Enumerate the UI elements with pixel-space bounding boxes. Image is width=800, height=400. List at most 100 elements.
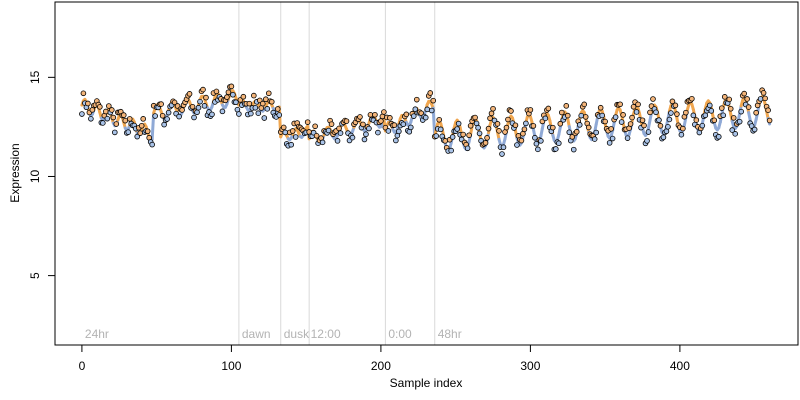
data-point xyxy=(357,114,363,120)
data-point xyxy=(672,102,679,109)
data-point xyxy=(144,128,151,135)
data-point xyxy=(653,109,659,116)
data-point xyxy=(396,128,402,135)
data-point xyxy=(641,122,647,129)
x-tick-label: 100 xyxy=(221,359,241,373)
data-point xyxy=(228,83,235,90)
data-point xyxy=(715,133,722,140)
data-point xyxy=(530,123,537,129)
data-point xyxy=(558,109,565,116)
phase-separators xyxy=(238,2,436,345)
data-point xyxy=(496,128,502,134)
data-point xyxy=(113,121,120,127)
data-point xyxy=(624,135,631,141)
data-point xyxy=(602,118,608,125)
data-point xyxy=(741,90,747,97)
data-point xyxy=(585,124,592,131)
data-point xyxy=(349,134,356,141)
data-point xyxy=(378,118,384,124)
data-point xyxy=(606,140,613,146)
data-point xyxy=(523,120,529,127)
data-point xyxy=(663,128,670,135)
data-point xyxy=(361,136,368,143)
data-point xyxy=(413,96,420,103)
data-point xyxy=(727,105,734,112)
data-point xyxy=(191,114,197,121)
data-point xyxy=(736,118,743,125)
data-point xyxy=(246,100,253,107)
data-point xyxy=(674,111,680,117)
data-point xyxy=(499,151,505,157)
data-point xyxy=(680,125,686,132)
data-point xyxy=(720,112,727,119)
data-point xyxy=(455,120,462,127)
x-tick-label: 400 xyxy=(670,359,690,373)
data-point xyxy=(644,138,650,144)
data-point xyxy=(533,140,540,147)
data-point xyxy=(260,100,266,107)
data-point xyxy=(617,101,623,108)
data-point xyxy=(200,86,206,93)
data-point xyxy=(582,114,589,120)
data-point xyxy=(593,129,599,136)
data-point xyxy=(195,104,202,111)
data-point xyxy=(732,131,739,137)
data-point xyxy=(251,92,257,99)
data-point xyxy=(726,96,733,103)
data-point xyxy=(201,103,208,109)
data-point xyxy=(337,130,344,136)
data-point xyxy=(508,108,514,114)
data-point xyxy=(706,102,713,109)
phase-label: dawn xyxy=(242,327,271,341)
data-point xyxy=(176,113,182,120)
data-point xyxy=(657,123,664,129)
data-point xyxy=(475,124,481,131)
data-point xyxy=(319,139,326,146)
data-point xyxy=(138,122,145,129)
data-point xyxy=(125,129,132,135)
data-point xyxy=(122,117,129,124)
data-point xyxy=(708,108,715,114)
data-point xyxy=(538,138,544,144)
data-point xyxy=(751,126,758,133)
y-tick-label: 10 xyxy=(28,169,42,183)
data-point xyxy=(410,113,417,119)
phase-label: dusk xyxy=(284,327,310,341)
data-point xyxy=(165,109,172,116)
data-point xyxy=(570,146,577,153)
data-point xyxy=(248,110,254,117)
data-point xyxy=(618,119,625,125)
data-point xyxy=(542,115,549,122)
data-point xyxy=(745,104,752,110)
data-point xyxy=(442,138,448,144)
data-point xyxy=(268,98,275,105)
data-point xyxy=(757,96,764,102)
data-point xyxy=(372,111,378,118)
data-point xyxy=(197,98,203,105)
data-point xyxy=(645,129,652,135)
data-point xyxy=(683,109,689,116)
data-point xyxy=(578,112,585,119)
x-axis: 0 100 200 300 400 xyxy=(79,344,690,373)
data-point xyxy=(573,128,580,135)
data-point xyxy=(274,106,281,112)
data-point xyxy=(448,147,454,154)
data-point xyxy=(179,107,185,113)
data-point xyxy=(765,107,771,114)
data-point xyxy=(159,112,166,119)
data-points xyxy=(79,83,773,157)
data-point xyxy=(730,115,737,121)
data-point xyxy=(620,112,626,118)
data-point xyxy=(385,128,392,134)
data-point xyxy=(563,103,570,109)
data-point xyxy=(104,115,111,122)
data-point xyxy=(334,138,341,144)
data-point xyxy=(134,133,141,140)
data-point xyxy=(391,122,398,128)
data-point xyxy=(609,135,616,142)
data-point xyxy=(325,127,332,134)
data-point xyxy=(366,125,372,132)
data-point xyxy=(126,116,133,122)
data-point xyxy=(599,112,605,119)
